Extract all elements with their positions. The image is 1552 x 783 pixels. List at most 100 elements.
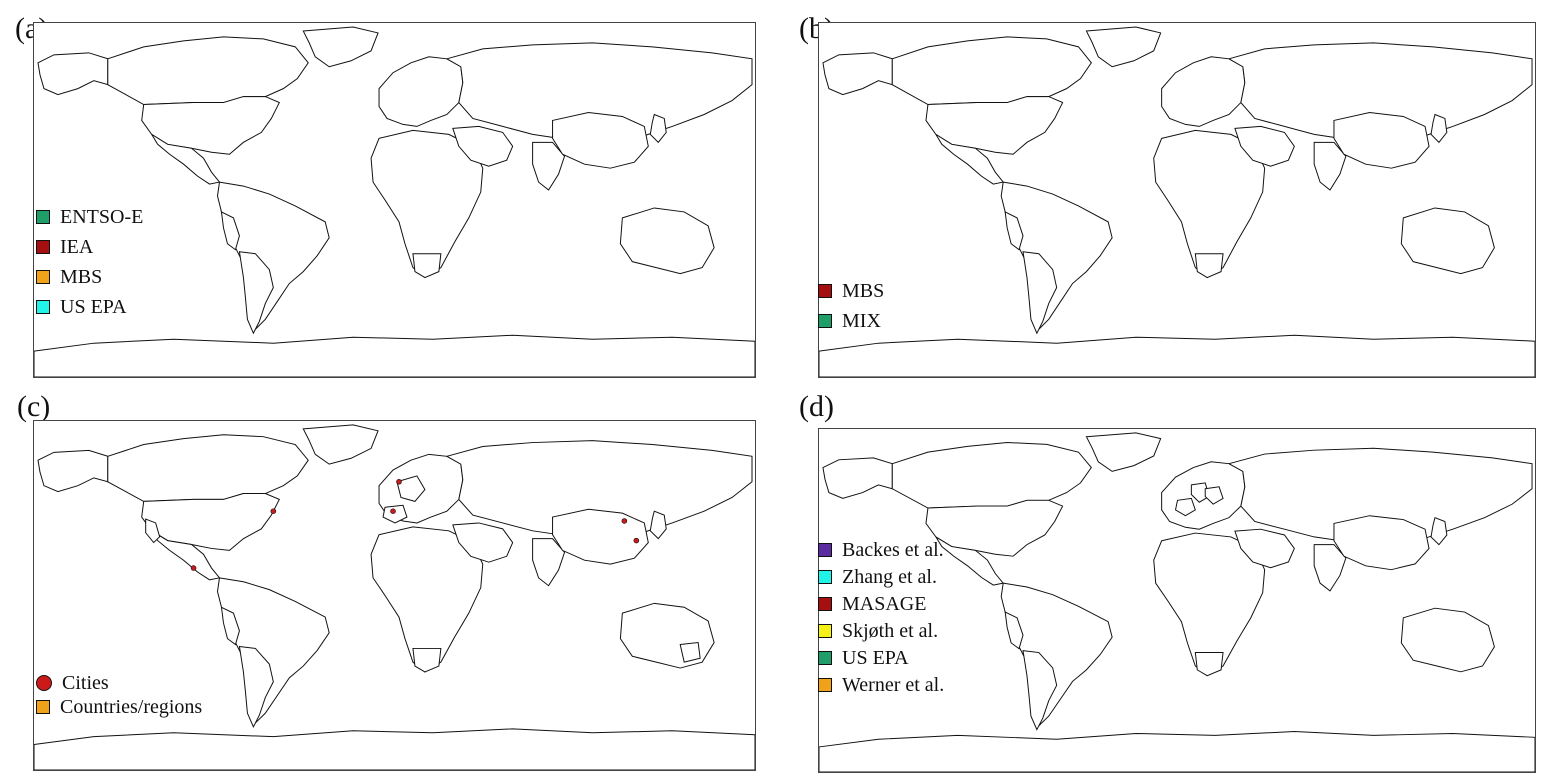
legend-label: MBS (60, 266, 103, 288)
city-marker-london (396, 479, 402, 485)
region-south-america (1000, 582, 1113, 727)
region-antarctica (34, 334, 755, 377)
legend-swatch (818, 597, 832, 611)
panel-c-world-map (34, 424, 755, 770)
legend-item-mbs: MBS (818, 280, 884, 302)
region-south-america (216, 181, 330, 331)
highlight-australia-se (679, 642, 701, 663)
region-mideast (452, 522, 514, 563)
panel-a-map (33, 22, 756, 378)
panel-c: (c) Cities Countries/regions (0, 392, 776, 783)
legend-label: Skjøth et al. (842, 620, 939, 642)
region-chile-argentina (1022, 251, 1058, 335)
highlight-western-europe (396, 475, 426, 502)
region-antarctica (819, 334, 1535, 377)
legend-item-mix: MIX (818, 310, 884, 332)
panel-d: (d) Backes et al. Zhang et al. MASAGE Sk… (776, 392, 1552, 783)
legend-item-countries-regions: Countries/regions (36, 696, 202, 718)
legend-swatch (818, 624, 832, 638)
region-mideast (452, 125, 514, 167)
region-mexico (935, 536, 1005, 586)
region-europe (1161, 56, 1246, 127)
panel-b-map (818, 22, 1536, 378)
legend-item-entso-e: ENTSO-E (36, 206, 143, 228)
region-chile-argentina (238, 251, 274, 335)
region-south-africa (412, 253, 442, 279)
highlight-poland (1204, 486, 1224, 505)
legend-swatch (818, 314, 832, 328)
region-chile-argentina (238, 645, 274, 729)
region-antarctica (819, 731, 1535, 772)
region-peru (220, 211, 240, 251)
region-south-america (216, 577, 330, 724)
region-australia (1400, 607, 1495, 673)
region-mideast (1234, 528, 1295, 569)
legend-label: US EPA (60, 296, 127, 318)
panel-a: (a) ENTSO-E IEA MBS US EPA (0, 0, 776, 392)
region-europe (378, 56, 464, 127)
highlight-spain (382, 504, 408, 524)
legend-label: Werner et al. (842, 674, 945, 696)
highlight-denmark-germany (1190, 482, 1210, 503)
region-canada (891, 442, 1092, 509)
region-australia (619, 207, 715, 275)
legend-swatch (36, 300, 50, 314)
legend-item-zhang: Zhang et al. (818, 566, 944, 588)
legend-label: Zhang et al. (842, 566, 937, 588)
region-antarctica (34, 728, 755, 770)
panel-c-label: (c) (17, 390, 51, 423)
legend-label: IEA (60, 236, 94, 258)
region-india (532, 538, 566, 587)
region-peru (1004, 211, 1024, 251)
legend-label: US EPA (842, 647, 909, 669)
legend-item-cities: Cities (36, 672, 202, 694)
legend-swatch (818, 678, 832, 692)
region-south-africa (412, 647, 442, 673)
panel-d-label: (d) (799, 390, 834, 423)
region-greenland (1085, 432, 1162, 472)
city-marker-new-york (270, 508, 277, 514)
region-mexico (151, 133, 221, 185)
region-china (1333, 111, 1430, 169)
city-marker-beijing (621, 518, 628, 524)
legend-swatch (36, 675, 52, 691)
region-greenland (1085, 26, 1162, 68)
panel-a-legend: ENTSO-E IEA MBS US EPA (36, 206, 143, 318)
legend-label: MIX (842, 310, 881, 332)
legend-swatch (36, 210, 50, 224)
panel-d-map (818, 428, 1536, 773)
panel-d-world-map (819, 432, 1535, 772)
highlight-france (1174, 497, 1196, 517)
panel-c-legend: Cities Countries/regions (36, 672, 202, 718)
legend-item-masage: MASAGE (818, 593, 944, 615)
region-canada (891, 36, 1092, 106)
legend-item-us-epa: US EPA (36, 296, 143, 318)
region-russia-asia (445, 440, 753, 538)
region-canada (107, 36, 309, 106)
region-peru (220, 606, 240, 646)
legend-item-skjoth: Skjøth et al. (818, 620, 944, 642)
legend-item-us-epa: US EPA (818, 647, 944, 669)
region-china (1333, 515, 1430, 571)
legend-swatch (818, 570, 832, 584)
legend-label: ENTSO-E (60, 206, 144, 228)
region-greenland (302, 26, 379, 68)
legend-swatch (818, 284, 832, 298)
region-australia (1400, 207, 1495, 275)
legend-swatch (36, 240, 50, 254)
region-india (1313, 544, 1347, 592)
legend-label: MASAGE (842, 593, 927, 615)
panel-d-legend: Backes et al. Zhang et al. MASAGE Skjøth… (818, 539, 944, 696)
legend-label: Countries/regions (60, 696, 203, 718)
panel-b-world-map (819, 26, 1535, 377)
region-india (532, 141, 566, 191)
region-alaska (37, 52, 109, 96)
city-marker-shanghai (633, 537, 640, 544)
region-south-africa (1194, 652, 1224, 677)
legend-label: Backes et al. (842, 539, 944, 561)
region-india (1313, 141, 1347, 191)
legend-swatch (818, 651, 832, 665)
region-mexico (935, 133, 1005, 185)
legend-swatch (818, 543, 832, 557)
region-south-america (1000, 181, 1113, 331)
